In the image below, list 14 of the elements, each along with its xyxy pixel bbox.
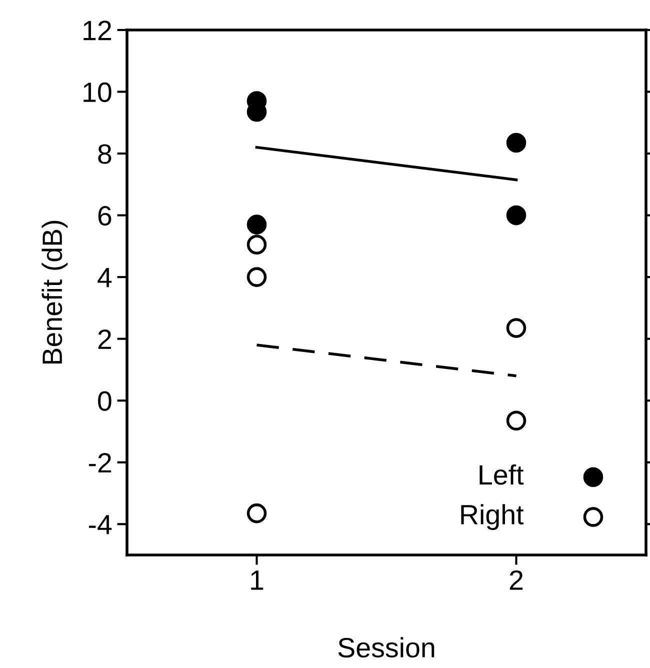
y-tick-label: 2 (98, 329, 112, 349)
y-tick-label: -4 (88, 515, 112, 534)
y-axis-title: Benefit (dB) (42, 220, 68, 364)
y-tick-label: 10 (84, 82, 112, 102)
legend-label: Right (461, 504, 524, 530)
x-axis-title: Session (338, 637, 434, 658)
y-tick-label: 0 (98, 391, 112, 411)
legend-label: Left (480, 464, 524, 485)
y-tick-label: 4 (98, 268, 112, 288)
y-tick-label: 6 (98, 206, 112, 226)
y-tick-label: 12 (84, 20, 112, 40)
y-tick-label: 8 (98, 144, 112, 164)
y-tick-label: -2 (88, 453, 112, 472)
x-tick-label: 1 (251, 570, 264, 590)
